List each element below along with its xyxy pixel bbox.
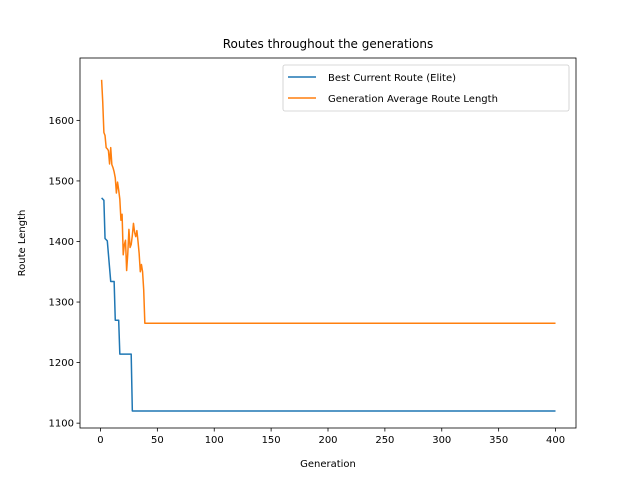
series-layer xyxy=(100,79,556,412)
y-axis-title: Route Length xyxy=(17,210,28,277)
x-tick-label: 100 xyxy=(205,435,224,446)
legend-label: Best Current Route (Elite) xyxy=(328,73,456,84)
series-line-1 xyxy=(101,197,556,412)
legend-label: Generation Average Route Length xyxy=(328,94,498,105)
y-tick-label: 1100 xyxy=(49,419,74,430)
x-tick-label: 200 xyxy=(318,435,337,446)
x-axis: 0 50 100 150 200 250 300 350 400 xyxy=(97,428,565,446)
x-tick-label: 300 xyxy=(432,435,451,446)
y-tick-label: 1500 xyxy=(49,176,74,187)
y-tick-label: 1400 xyxy=(49,237,74,248)
plot-frame xyxy=(79,57,577,429)
x-tick-label: 150 xyxy=(262,435,281,446)
series-line-2 xyxy=(100,79,556,324)
x-tick-label: 0 xyxy=(97,435,103,446)
x-tick-label: 250 xyxy=(375,435,394,446)
y-tick-label: 1200 xyxy=(49,358,74,369)
y-tick-label: 1600 xyxy=(49,116,74,127)
x-tick-label: 350 xyxy=(489,435,508,446)
x-tick-label: 400 xyxy=(546,435,565,446)
legend: Best Current Route (Elite) Generation Ave… xyxy=(282,64,570,112)
y-tick-label: 1300 xyxy=(49,298,74,309)
y-axis: 1100 1200 1300 1400 1500 1600 xyxy=(49,116,80,430)
chart-title: Routes throughout the generations xyxy=(223,37,434,51)
x-tick-label: 50 xyxy=(151,435,164,446)
x-axis-title: Generation xyxy=(300,459,356,470)
legend-box xyxy=(282,64,570,112)
